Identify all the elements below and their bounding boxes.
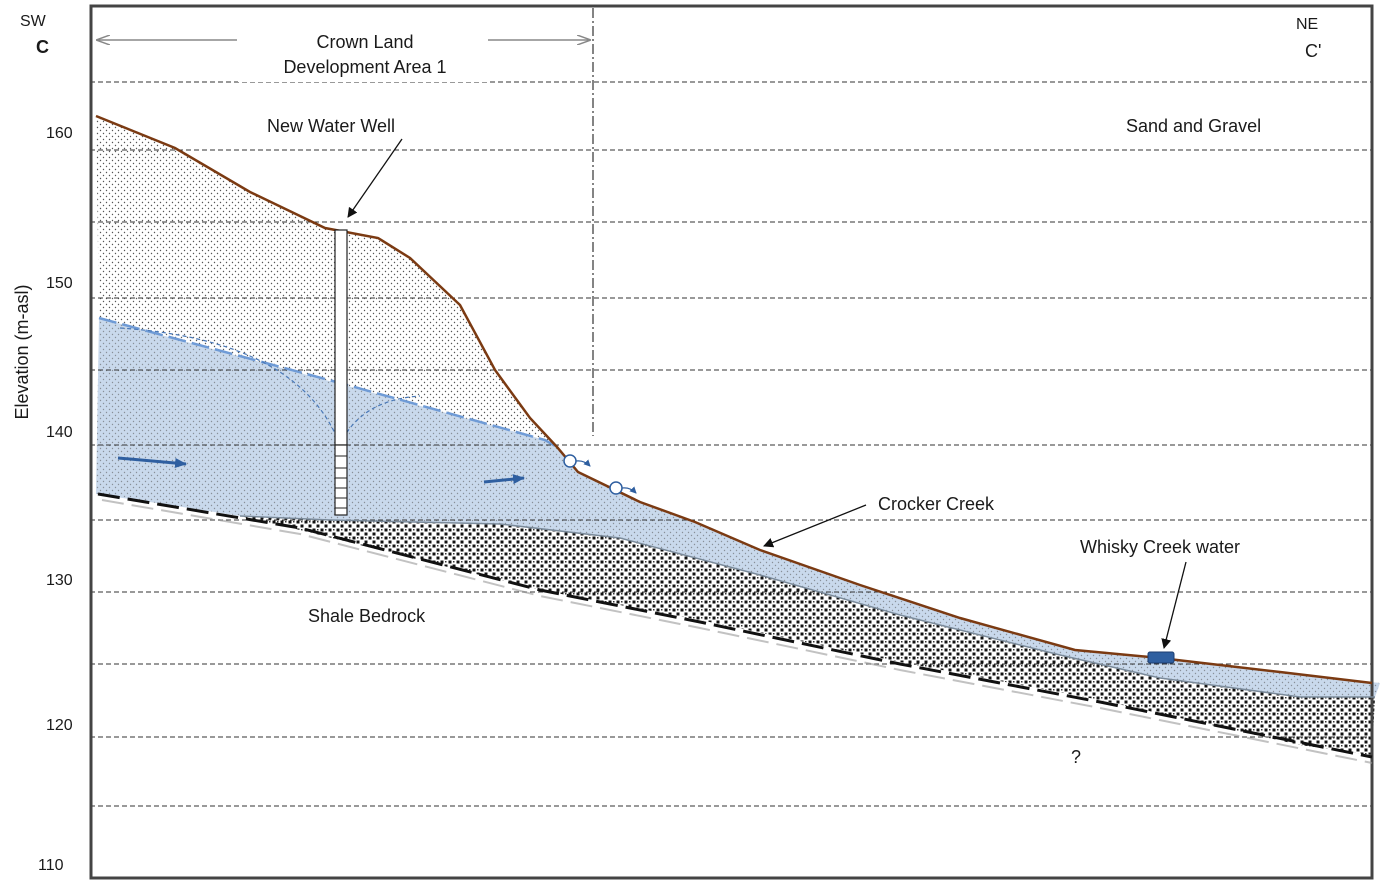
y-axis-label: Elevation (m-asl) bbox=[12, 284, 32, 419]
y-tick-130: 130 bbox=[46, 572, 73, 589]
unknown-label: ? bbox=[1071, 747, 1081, 767]
leader-whisky-creek bbox=[1161, 561, 1187, 649]
water-well bbox=[334, 229, 348, 516]
flow-arrow-right bbox=[483, 474, 525, 485]
y-tick-140: 140 bbox=[46, 424, 73, 441]
crocker-creek-label: Crocker Creek bbox=[878, 494, 995, 514]
ne-direction-label: NE bbox=[1296, 16, 1318, 33]
new-well-label: New Water Well bbox=[267, 116, 395, 136]
whisky-creek-label: Whisky Creek water bbox=[1080, 537, 1240, 557]
basal-gravel-unit bbox=[240, 516, 1375, 755]
sand-gravel-label: Sand and Gravel bbox=[1126, 116, 1261, 136]
diagram-frame bbox=[89, 4, 1374, 880]
leader-new-well bbox=[347, 138, 403, 218]
y-tick-160: 160 bbox=[46, 125, 73, 142]
y-tick-150: 150 bbox=[46, 275, 73, 292]
sand-gravel-unit bbox=[96, 116, 557, 447]
section-start-label: C bbox=[36, 37, 49, 57]
sw-direction-label: SW bbox=[20, 13, 47, 30]
y-tick-120: 120 bbox=[46, 717, 73, 734]
whisky-creek-symbol bbox=[1147, 651, 1175, 664]
y-tick-110: 110 bbox=[38, 857, 64, 874]
elevation-gridlines bbox=[90, 81, 1372, 807]
shale-bedrock-label: Shale Bedrock bbox=[308, 606, 426, 626]
bedrock-contact bbox=[97, 492, 1373, 759]
area-label-line2: Development Area 1 bbox=[283, 57, 446, 77]
leader-crocker-creek bbox=[763, 504, 867, 548]
spring-symbol-1 bbox=[563, 454, 591, 468]
spring-symbol-2 bbox=[609, 481, 637, 495]
water-table bbox=[98, 316, 558, 449]
section-end-label: C' bbox=[1305, 41, 1321, 61]
area-label-line1: Crown Land bbox=[316, 32, 413, 52]
flow-arrow-left bbox=[117, 456, 187, 469]
